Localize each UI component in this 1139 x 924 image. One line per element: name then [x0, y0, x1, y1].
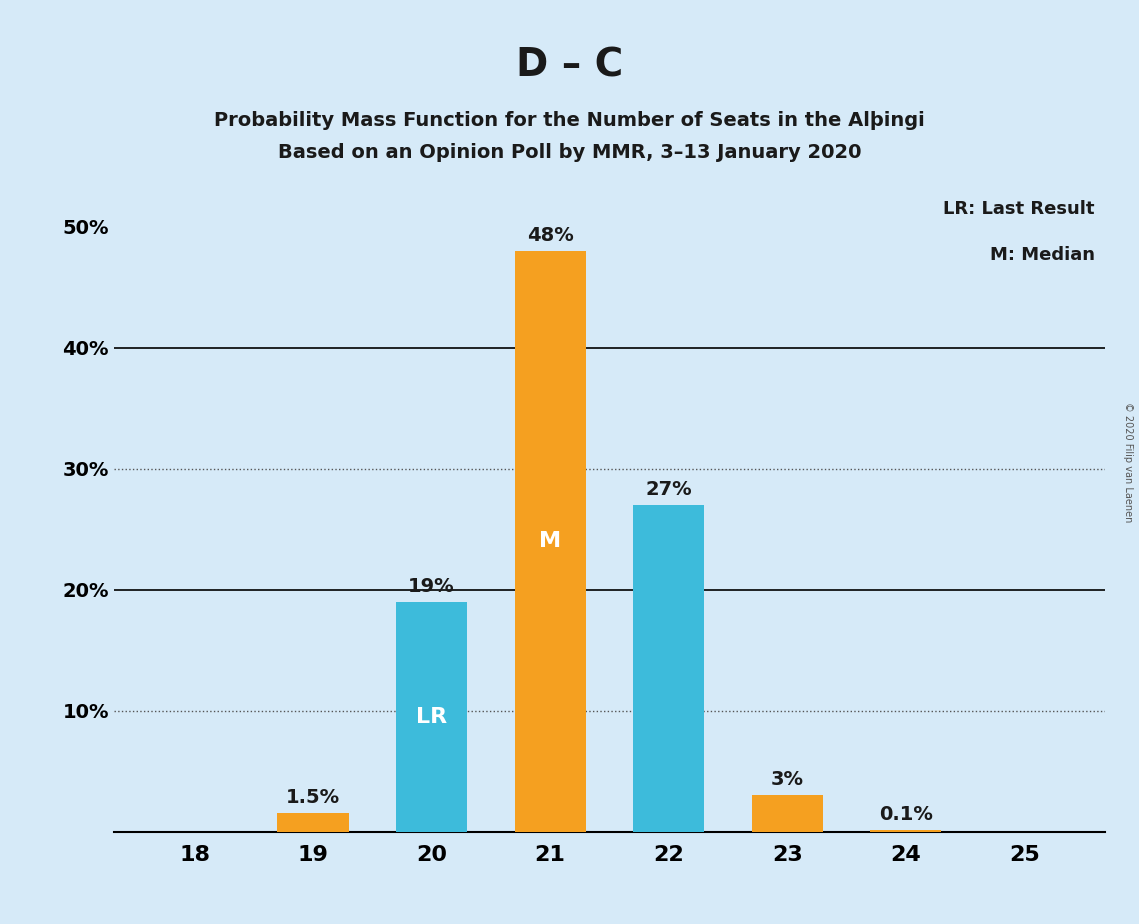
- Text: 3%: 3%: [771, 771, 804, 789]
- Bar: [870, 831, 941, 832]
- Text: 0.1%: 0.1%: [879, 806, 933, 824]
- Text: Based on an Opinion Poll by MMR, 3–13 January 2020: Based on an Opinion Poll by MMR, 3–13 Ja…: [278, 143, 861, 163]
- Text: 48%: 48%: [526, 226, 573, 245]
- Text: Probability Mass Function for the Number of Seats in the Alþingi: Probability Mass Function for the Number…: [214, 111, 925, 130]
- Text: LR: Last Result: LR: Last Result: [943, 200, 1095, 217]
- Text: LR: LR: [416, 707, 448, 726]
- Bar: [278, 813, 349, 832]
- Bar: [752, 796, 822, 832]
- Bar: [396, 602, 467, 832]
- Bar: [633, 505, 704, 832]
- Text: 1.5%: 1.5%: [286, 788, 341, 808]
- Text: M: Median: M: Median: [990, 246, 1095, 264]
- Text: M: M: [539, 531, 562, 552]
- Text: 27%: 27%: [646, 480, 693, 499]
- Text: D – C: D – C: [516, 46, 623, 84]
- Text: © 2020 Filip van Laenen: © 2020 Filip van Laenen: [1123, 402, 1133, 522]
- Bar: [515, 251, 585, 832]
- Text: 19%: 19%: [408, 577, 454, 596]
